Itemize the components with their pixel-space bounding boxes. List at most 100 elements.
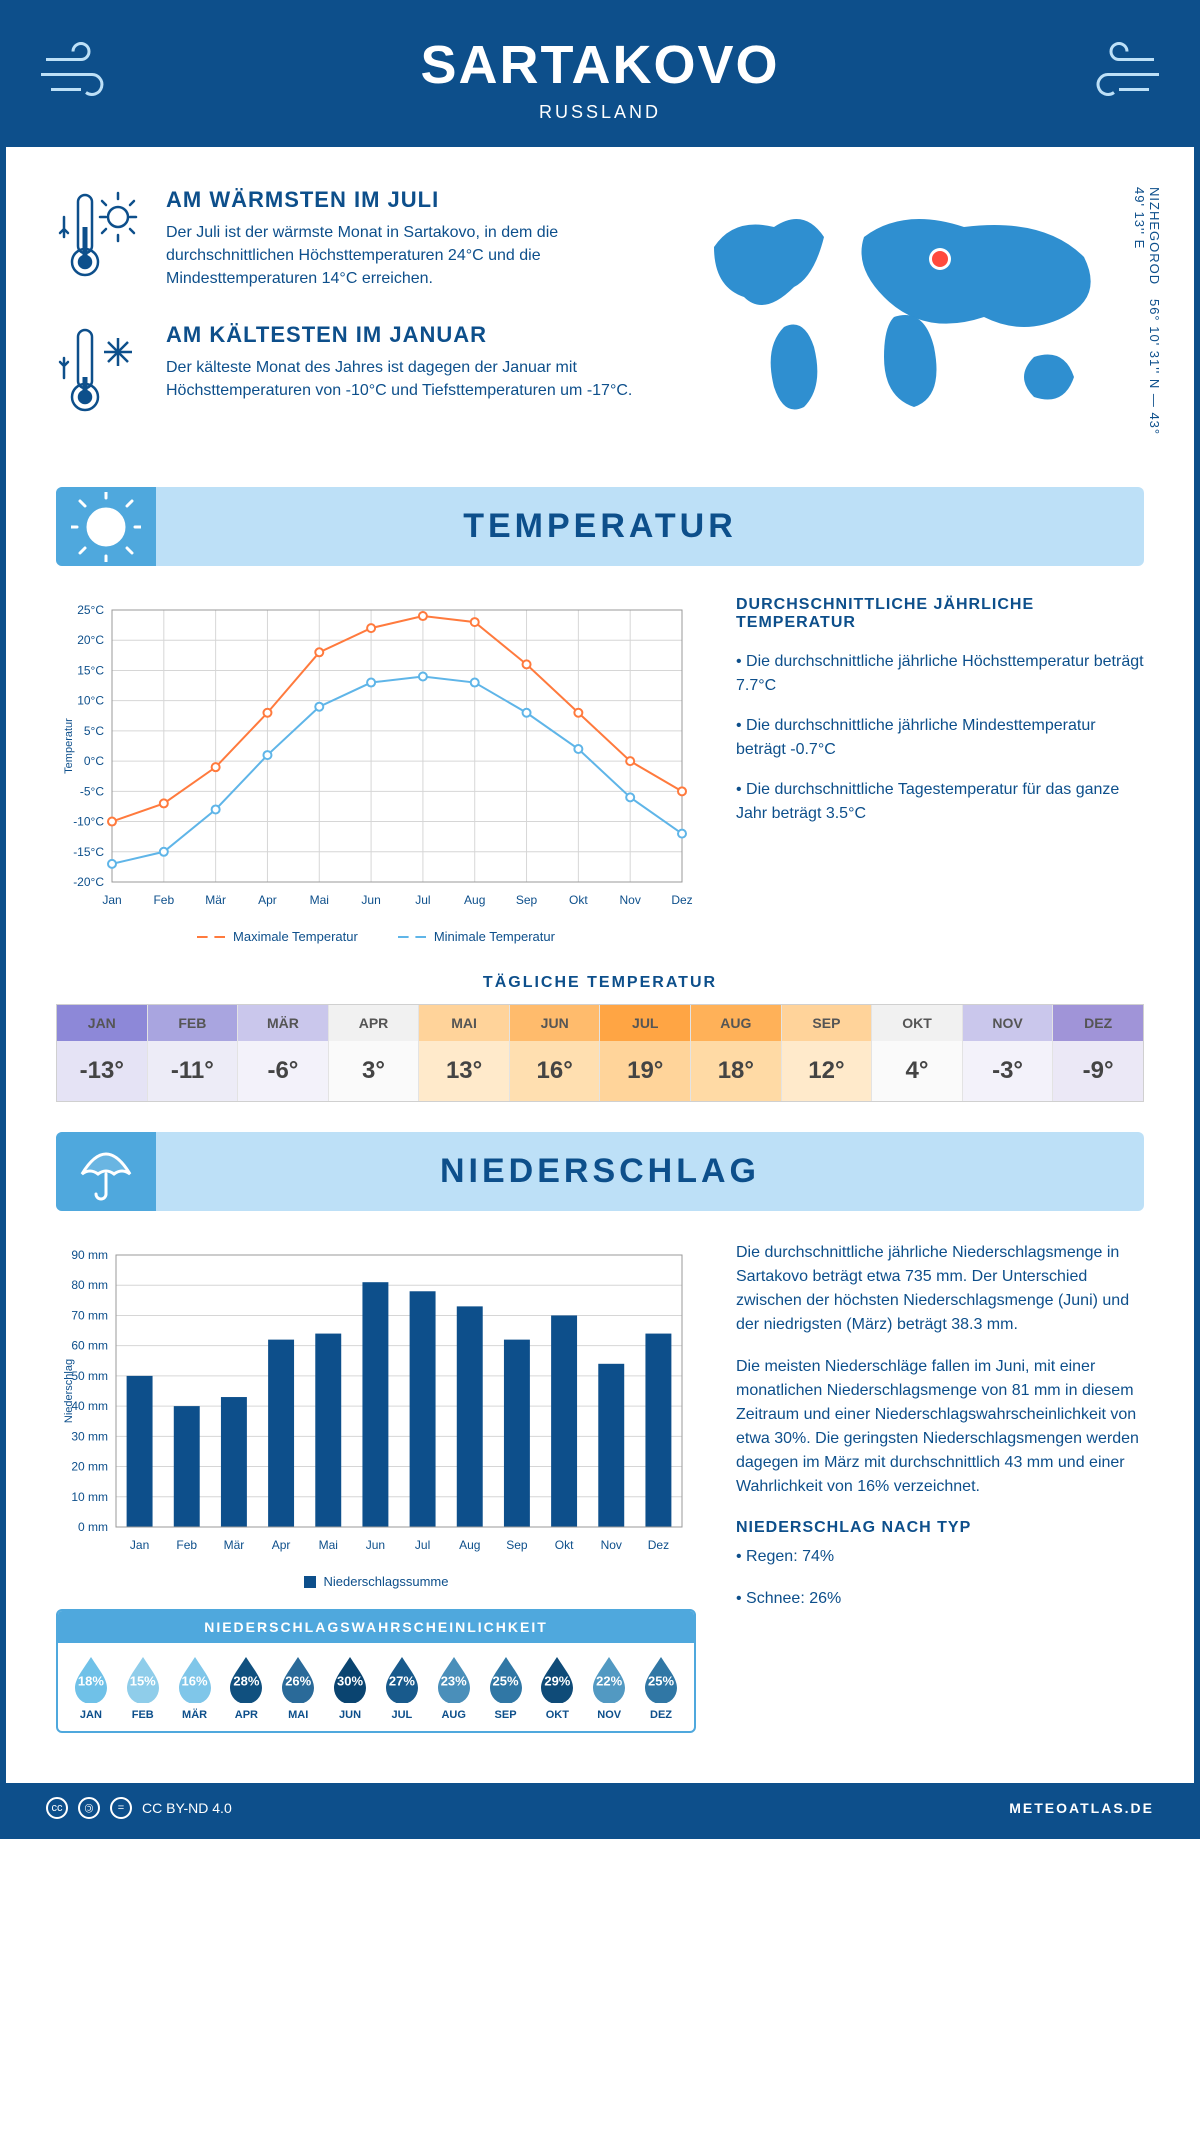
- sun-icon: [56, 487, 156, 566]
- svg-text:Mär: Mär: [205, 893, 226, 907]
- prob-cell: 27% JUL: [377, 1655, 427, 1721]
- wind-icon-right: [1064, 39, 1164, 114]
- svg-text:40 mm: 40 mm: [71, 1399, 108, 1413]
- svg-text:-20°C: -20°C: [73, 875, 104, 889]
- svg-text:Mai: Mai: [319, 1538, 338, 1552]
- warmest-title: AM WÄRMSTEN IM JULI: [166, 187, 644, 213]
- prob-cell: 26% MAI: [273, 1655, 323, 1721]
- svg-text:70 mm: 70 mm: [71, 1308, 108, 1322]
- coldest-title: AM KÄLTESTEN IM JANUAR: [166, 322, 644, 348]
- thermometer-snow-icon: [56, 322, 146, 427]
- svg-text:20 mm: 20 mm: [71, 1460, 108, 1474]
- svg-text:Temperatur: Temperatur: [63, 718, 75, 774]
- city-title: SARTAKOVO: [26, 34, 1174, 96]
- svg-text:10°C: 10°C: [77, 694, 104, 708]
- svg-text:Jan: Jan: [102, 893, 121, 907]
- precip-type-title: NIEDERSCHLAG NACH TYP: [736, 1519, 1144, 1537]
- avg-temp-title: DURCHSCHNITTLICHE JÄHRLICHE TEMPERATUR: [736, 596, 1144, 632]
- svg-text:30 mm: 30 mm: [71, 1429, 108, 1443]
- svg-text:Feb: Feb: [176, 1538, 197, 1552]
- header: SARTAKOVO RUSSLAND: [6, 6, 1194, 147]
- svg-text:50 mm: 50 mm: [71, 1369, 108, 1383]
- coordinates: NIZHEGOROD 56° 10' 31'' N — 43° 49' 13''…: [1132, 187, 1162, 457]
- svg-text:Apr: Apr: [258, 893, 277, 907]
- daily-cell: MAI 13°: [419, 1005, 510, 1101]
- daily-cell: MÄR -6°: [238, 1005, 329, 1101]
- license: cc 🄯 = CC BY-ND 4.0: [46, 1797, 232, 1819]
- daily-temp-title: TÄGLICHE TEMPERATUR: [56, 974, 1144, 992]
- svg-text:Sep: Sep: [516, 893, 538, 907]
- svg-text:Jun: Jun: [366, 1538, 385, 1552]
- daily-cell: JUL 19°: [600, 1005, 691, 1101]
- cc-icon: cc: [46, 1797, 68, 1819]
- precip-type2: • Schnee: 26%: [736, 1587, 1144, 1611]
- svg-text:Nov: Nov: [620, 893, 641, 907]
- daily-cell: NOV -3°: [963, 1005, 1054, 1101]
- svg-text:Aug: Aug: [464, 893, 485, 907]
- daily-temp-table: JAN -13° FEB -11° MÄR -6° APR 3° MAI 13°…: [56, 1004, 1144, 1102]
- svg-text:Niederschlag: Niederschlag: [63, 1359, 75, 1423]
- country-subtitle: RUSSLAND: [26, 102, 1174, 123]
- svg-text:Jun: Jun: [361, 893, 380, 907]
- precip-p2: Die meisten Niederschläge fallen im Juni…: [736, 1355, 1144, 1499]
- daily-cell: FEB -11°: [148, 1005, 239, 1101]
- daily-cell: AUG 18°: [691, 1005, 782, 1101]
- coldest-fact: AM KÄLTESTEN IM JANUAR Der kälteste Mona…: [56, 322, 644, 427]
- svg-text:60 mm: 60 mm: [71, 1339, 108, 1353]
- wind-icon-left: [36, 39, 136, 114]
- daily-cell: JAN -13°: [57, 1005, 148, 1101]
- svg-text:0°C: 0°C: [84, 754, 104, 768]
- svg-text:Feb: Feb: [153, 893, 174, 907]
- footer: cc 🄯 = CC BY-ND 4.0 METEOATLAS.DE: [6, 1783, 1194, 1833]
- daily-cell: DEZ -9°: [1053, 1005, 1143, 1101]
- svg-text:-15°C: -15°C: [73, 845, 104, 859]
- prob-cell: 23% AUG: [429, 1655, 479, 1721]
- svg-text:Nov: Nov: [601, 1538, 622, 1552]
- precip-p1: Die durchschnittliche jährliche Niedersc…: [736, 1241, 1144, 1337]
- warmest-text: Der Juli ist der wärmste Monat in Sartak…: [166, 221, 644, 291]
- precip-probability-box: NIEDERSCHLAGSWAHRSCHEINLICHKEIT 18% JAN …: [56, 1609, 696, 1733]
- thermometer-sun-icon: [56, 187, 146, 292]
- svg-text:Apr: Apr: [272, 1538, 291, 1552]
- svg-text:15°C: 15°C: [77, 663, 104, 677]
- svg-text:20°C: 20°C: [77, 633, 104, 647]
- svg-text:-5°C: -5°C: [80, 784, 104, 798]
- daily-cell: JUN 16°: [510, 1005, 601, 1101]
- svg-text:90 mm: 90 mm: [71, 1248, 108, 1262]
- svg-text:10 mm: 10 mm: [71, 1490, 108, 1504]
- brand: METEOATLAS.DE: [1009, 1800, 1154, 1816]
- svg-text:Dez: Dez: [648, 1538, 669, 1552]
- svg-text:0 mm: 0 mm: [78, 1520, 108, 1534]
- precip-type1: • Regen: 74%: [736, 1545, 1144, 1569]
- warmest-fact: AM WÄRMSTEN IM JULI Der Juli ist der wär…: [56, 187, 644, 292]
- prob-cell: 16% MÄR: [170, 1655, 220, 1721]
- prob-cell: 25% SEP: [481, 1655, 531, 1721]
- svg-text:25°C: 25°C: [77, 603, 104, 617]
- svg-text:Mär: Mär: [224, 1538, 245, 1552]
- avg-temp-b1: • Die durchschnittliche jährliche Höchst…: [736, 650, 1144, 698]
- daily-cell: OKT 4°: [872, 1005, 963, 1101]
- svg-text:Jul: Jul: [415, 893, 430, 907]
- prob-cell: 25% DEZ: [636, 1655, 686, 1721]
- svg-text:Okt: Okt: [569, 893, 588, 907]
- avg-temp-b3: • Die durchschnittliche Tagestemperatur …: [736, 778, 1144, 826]
- svg-text:Aug: Aug: [459, 1538, 480, 1552]
- prob-cell: 15% FEB: [118, 1655, 168, 1721]
- precip-bar-chart: 0 mm10 mm20 mm30 mm40 mm50 mm60 mm70 mm8…: [56, 1241, 696, 1589]
- prob-cell: 22% NOV: [584, 1655, 634, 1721]
- coldest-text: Der kälteste Monat des Jahres ist dagege…: [166, 356, 644, 402]
- svg-text:Mai: Mai: [310, 893, 329, 907]
- daily-cell: SEP 12°: [782, 1005, 873, 1101]
- svg-text:-10°C: -10°C: [73, 815, 104, 829]
- prob-cell: 29% OKT: [532, 1655, 582, 1721]
- temperature-section-header: TEMPERATUR: [56, 487, 1144, 566]
- prob-cell: 28% APR: [221, 1655, 271, 1721]
- svg-text:5°C: 5°C: [84, 724, 104, 738]
- nd-icon: =: [110, 1797, 132, 1819]
- svg-text:Sep: Sep: [506, 1538, 528, 1552]
- svg-text:Okt: Okt: [555, 1538, 574, 1552]
- by-icon: 🄯: [78, 1797, 100, 1819]
- world-map: NIZHEGOROD 56° 10' 31'' N — 43° 49' 13''…: [684, 187, 1144, 457]
- avg-temp-b2: • Die durchschnittliche jährliche Mindes…: [736, 714, 1144, 762]
- prob-cell: 30% JUN: [325, 1655, 375, 1721]
